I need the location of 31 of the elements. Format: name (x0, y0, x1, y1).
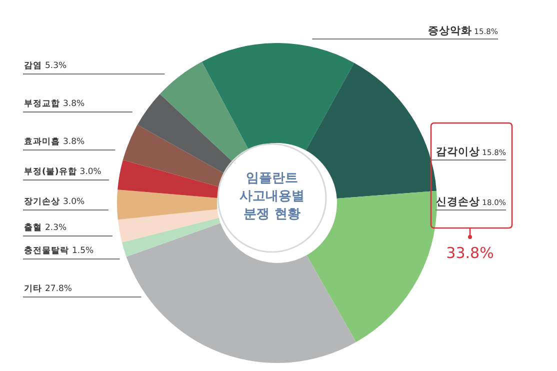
data-label: 3.0% (80, 167, 102, 177)
donut-slice (118, 160, 220, 198)
data-label: 1.5% (72, 246, 94, 256)
data-label: 2.3% (45, 223, 67, 233)
data-label: 5.3% (45, 61, 67, 71)
donut-slice (122, 124, 225, 187)
donut-slice (306, 62, 437, 198)
slice-label: 부정(불)유합 (24, 167, 77, 177)
slice-label: 감각이상 (436, 146, 480, 158)
data-label: 3.8% (63, 137, 85, 147)
data-label: 3.0% (63, 197, 85, 207)
slice-label: 장기손상 (24, 197, 60, 207)
slice-label: 부정교합 (24, 99, 60, 109)
donut-slice (306, 190, 437, 342)
donut-slice (137, 94, 234, 174)
slice-label: 출혈 (24, 222, 42, 233)
data-label: 3.8% (63, 99, 85, 109)
text: 33.8% (446, 244, 494, 262)
slice-label: 기타 (24, 284, 42, 294)
slice-label: 감염 (24, 61, 42, 71)
text: 임플란트 사고내용별 분쟁 현황 (240, 171, 304, 222)
slice-label: 충전물탈락 (24, 245, 69, 256)
donut-slice (126, 223, 356, 363)
slice-label: 증상악화 (428, 25, 472, 37)
donut-slice (202, 43, 354, 150)
data-label: 27.8% (45, 284, 72, 294)
donut-slice (118, 209, 219, 242)
donut-slice (160, 62, 249, 162)
donut-slice (122, 218, 220, 257)
donut-slice (117, 190, 218, 220)
slice-label: 효과미흡 (24, 137, 60, 147)
